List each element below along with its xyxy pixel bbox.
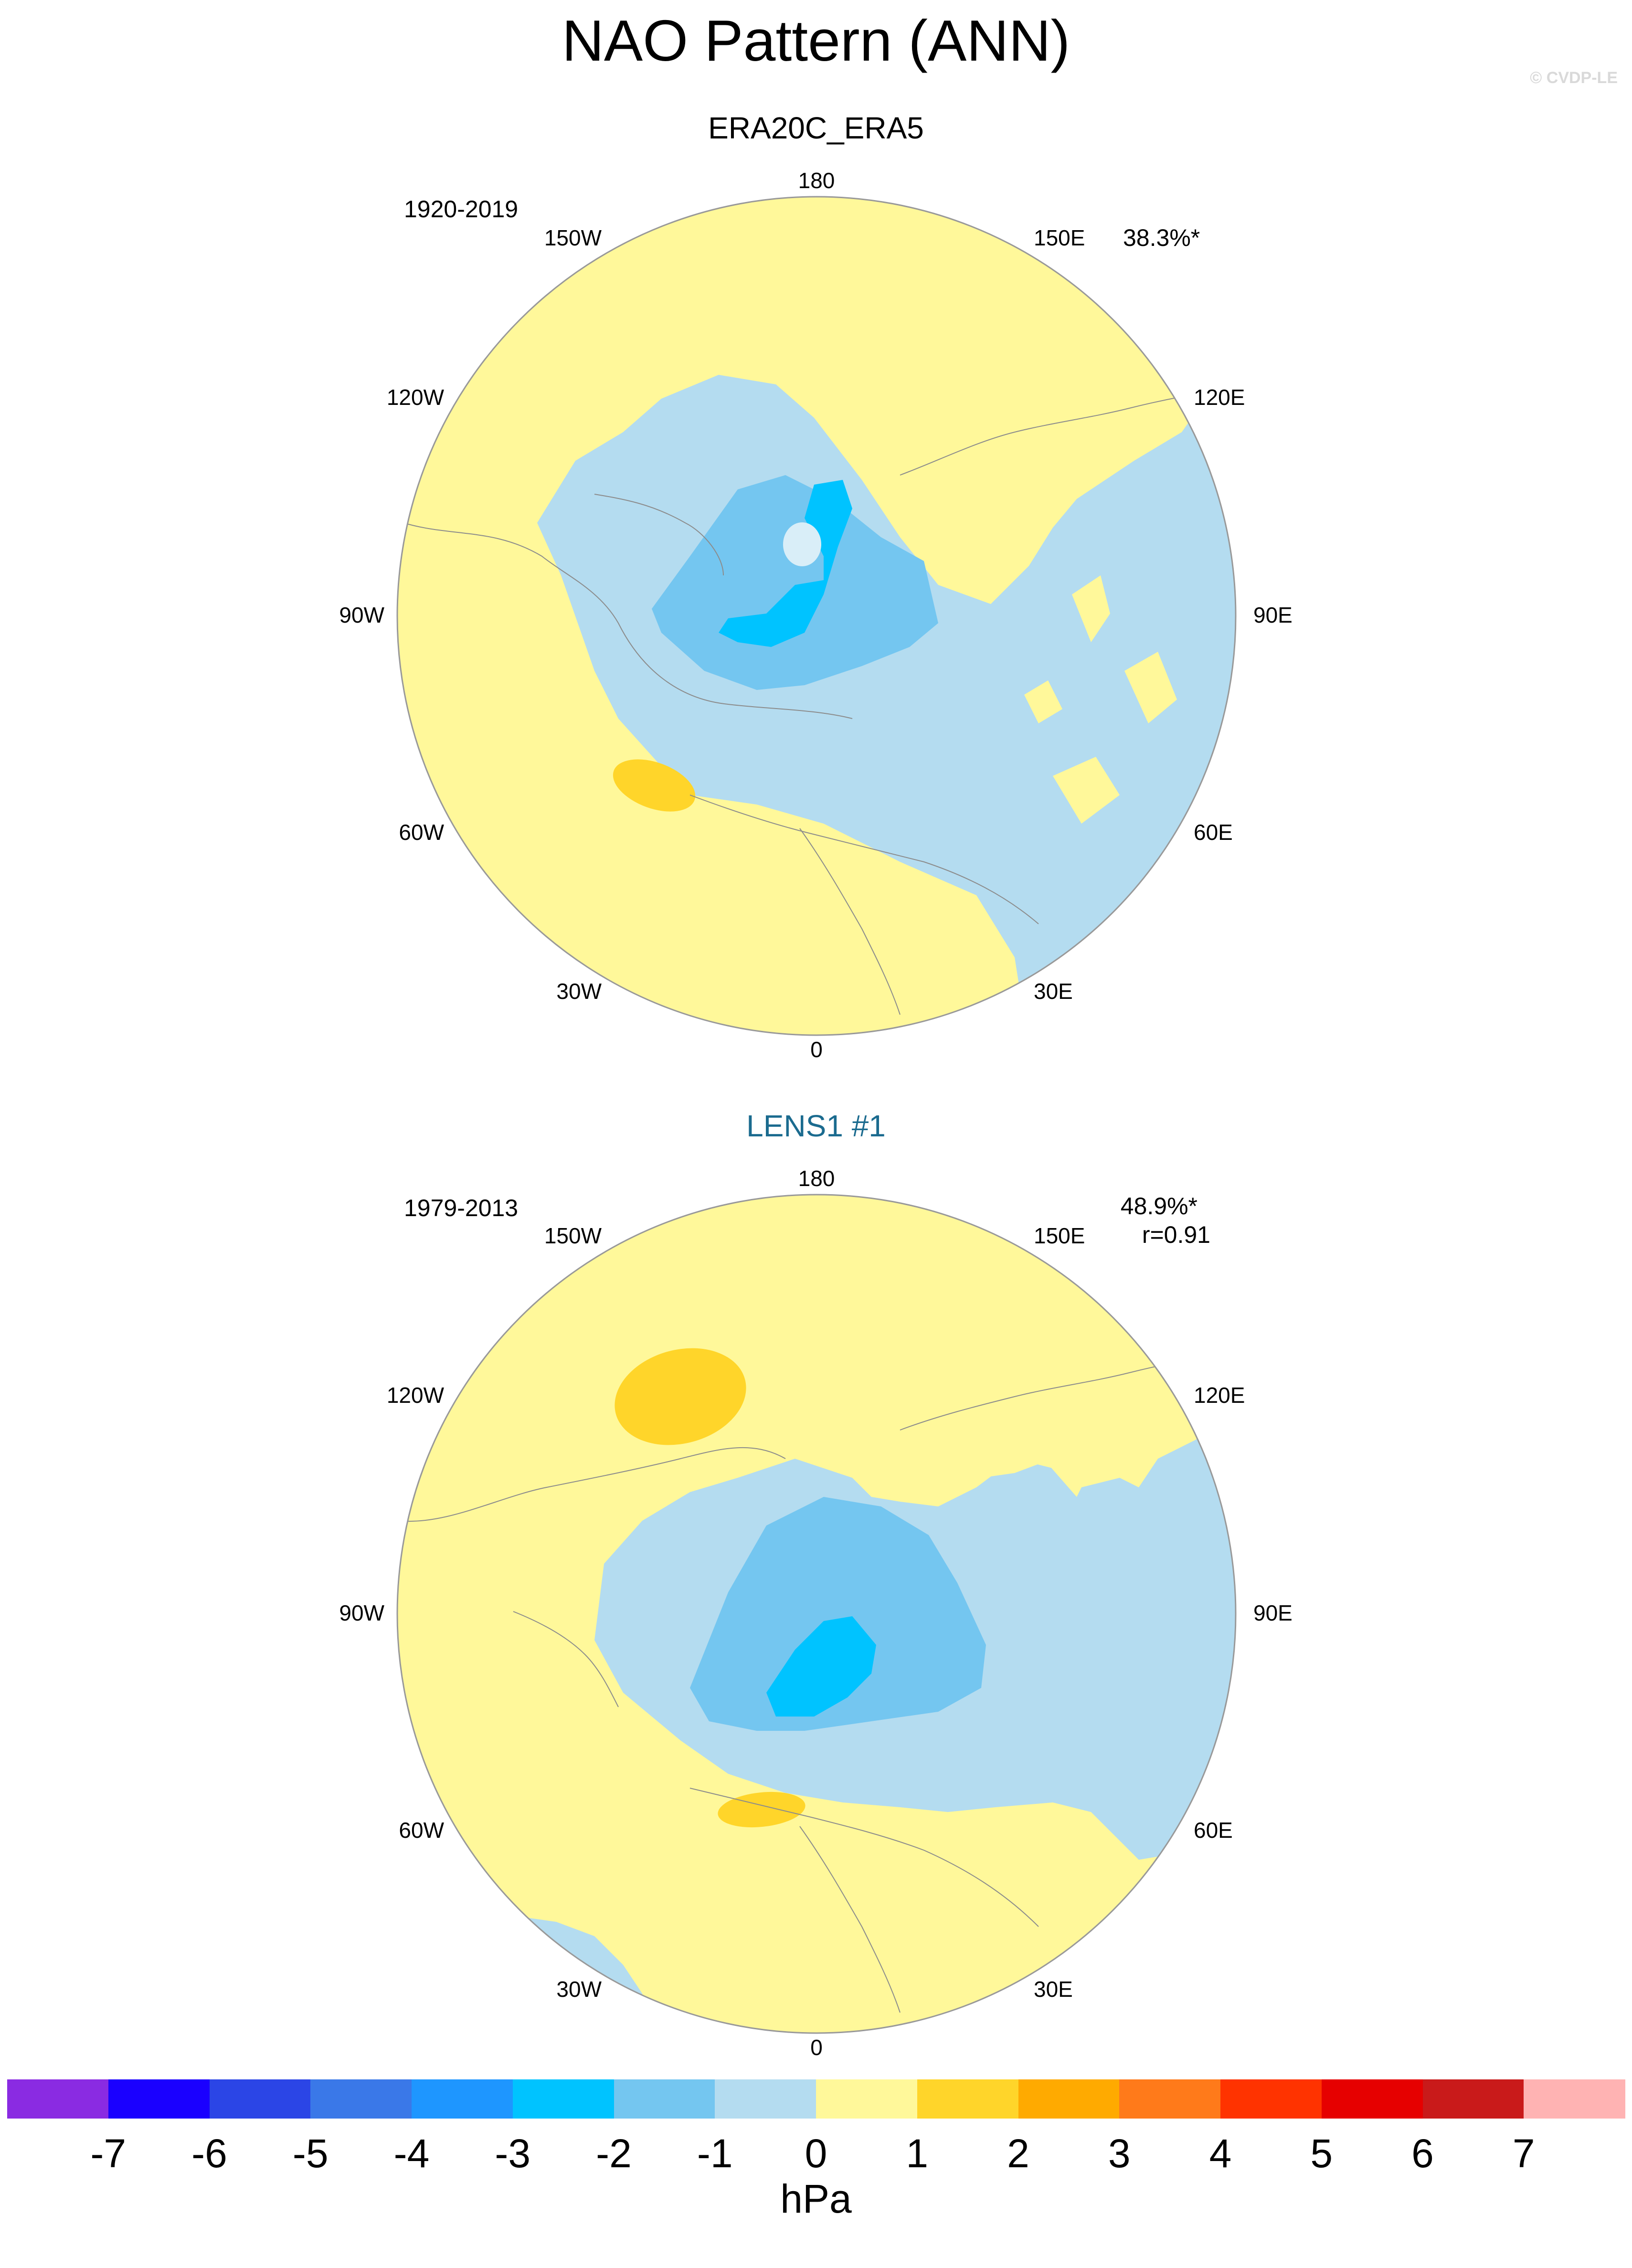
colorbar-tick-label: -3 xyxy=(495,2131,531,2176)
colorbar-tick-label: -1 xyxy=(697,2131,733,2176)
colorbar-tick-label: 1 xyxy=(906,2131,929,2176)
lon-label-120w: 120W xyxy=(386,385,444,410)
colorbar-tick-label: 6 xyxy=(1411,2131,1434,2176)
lon-label-90w: 90W xyxy=(339,603,384,627)
lon-label-90w: 90W xyxy=(339,1600,384,1625)
lon-label-0: 0 xyxy=(810,1037,823,1062)
lon-label-150w: 150W xyxy=(544,225,602,250)
lon-label-120e: 120E xyxy=(1194,385,1245,410)
colorbar-cell xyxy=(1524,2079,1625,2119)
lon-label-150e: 150E xyxy=(1034,1223,1085,1248)
anomaly-region-plus1 xyxy=(613,759,696,812)
lon-label-150e: 150E xyxy=(1034,225,1085,250)
lon-label-30e: 30E xyxy=(1034,1977,1073,2002)
lon-label-30w: 30W xyxy=(556,1977,602,2002)
colorbar-cell xyxy=(614,2079,715,2119)
colorbar-tick-label: 3 xyxy=(1108,2131,1131,2176)
colorbar-cell xyxy=(1220,2079,1322,2119)
polar-map-2 xyxy=(396,1194,1237,2034)
panel-title-2: LENS1 #1 xyxy=(746,1109,886,1143)
lon-label-60w: 60W xyxy=(399,820,444,845)
panel-title-1: ERA20C_ERA5 xyxy=(708,111,924,145)
colorbar-cell xyxy=(917,2079,1018,2119)
lon-label-180: 180 xyxy=(798,168,835,193)
colorbar-cell xyxy=(715,2079,816,2119)
lon-label-60e: 60E xyxy=(1194,1818,1233,1843)
lon-label-90e: 90E xyxy=(1253,1600,1293,1625)
anomaly-region-minus2 xyxy=(652,475,938,690)
colorbar-tick-label: 0 xyxy=(805,2131,827,2176)
colorbar-cell xyxy=(1422,2079,1524,2119)
lon-label-30e: 30E xyxy=(1034,979,1073,1004)
colorbar-cell xyxy=(412,2079,513,2119)
colorbar xyxy=(7,2079,1625,2119)
lon-label-60e: 60E xyxy=(1194,820,1233,845)
anomaly-region-minus3 xyxy=(719,480,852,647)
lon-label-180: 180 xyxy=(798,1166,835,1191)
period-label-1: 1920-2019 xyxy=(404,196,519,223)
colorbar-cell xyxy=(310,2079,412,2119)
lon-label-120w: 120W xyxy=(386,1383,444,1408)
colorbar-cell xyxy=(1018,2079,1120,2119)
lon-label-120e: 120E xyxy=(1194,1383,1245,1408)
colorbar-tick-label: 4 xyxy=(1209,2131,1232,2176)
colorbar-tick-label: 7 xyxy=(1512,2131,1535,2176)
colorbar-tick-label: -6 xyxy=(191,2131,227,2176)
colorbar-cell xyxy=(7,2079,109,2119)
colorbar-cell xyxy=(1321,2079,1423,2119)
figure-title: NAO Pattern (ANN) xyxy=(562,8,1070,73)
period-label-2: 1979-2013 xyxy=(404,1195,519,1221)
watermark: © CVDP-LE xyxy=(1530,69,1618,87)
colorbar-cell xyxy=(209,2079,311,2119)
correlation-label-2: r=0.91 xyxy=(1142,1221,1210,1248)
lon-label-150w: 150W xyxy=(544,1223,602,1248)
colorbar-tick-label: 2 xyxy=(1007,2131,1029,2176)
colorbar-cell xyxy=(108,2079,210,2119)
colorbar-tick-label: -2 xyxy=(596,2131,632,2176)
colorbar-tick-label: -5 xyxy=(292,2131,329,2176)
colorbar-cell xyxy=(512,2079,614,2119)
polar-map-1 xyxy=(396,196,1237,1036)
lon-label-90e: 90E xyxy=(1253,603,1293,627)
colorbar-unit: hPa xyxy=(780,2176,852,2221)
colorbar-cell xyxy=(1119,2079,1221,2119)
colorbar-tick-label: -7 xyxy=(90,2131,127,2176)
colorbar-tick-label: -4 xyxy=(393,2131,430,2176)
variance-label-1: 38.3%* xyxy=(1123,224,1200,251)
colorbar-cell xyxy=(816,2079,918,2119)
lon-label-0: 0 xyxy=(810,2035,823,2060)
lon-label-60w: 60W xyxy=(399,1818,444,1843)
variance-label-2: 48.9%* xyxy=(1120,1193,1198,1219)
lon-label-30w: 30W xyxy=(556,979,602,1004)
colorbar-tick-label: 5 xyxy=(1310,2131,1333,2176)
